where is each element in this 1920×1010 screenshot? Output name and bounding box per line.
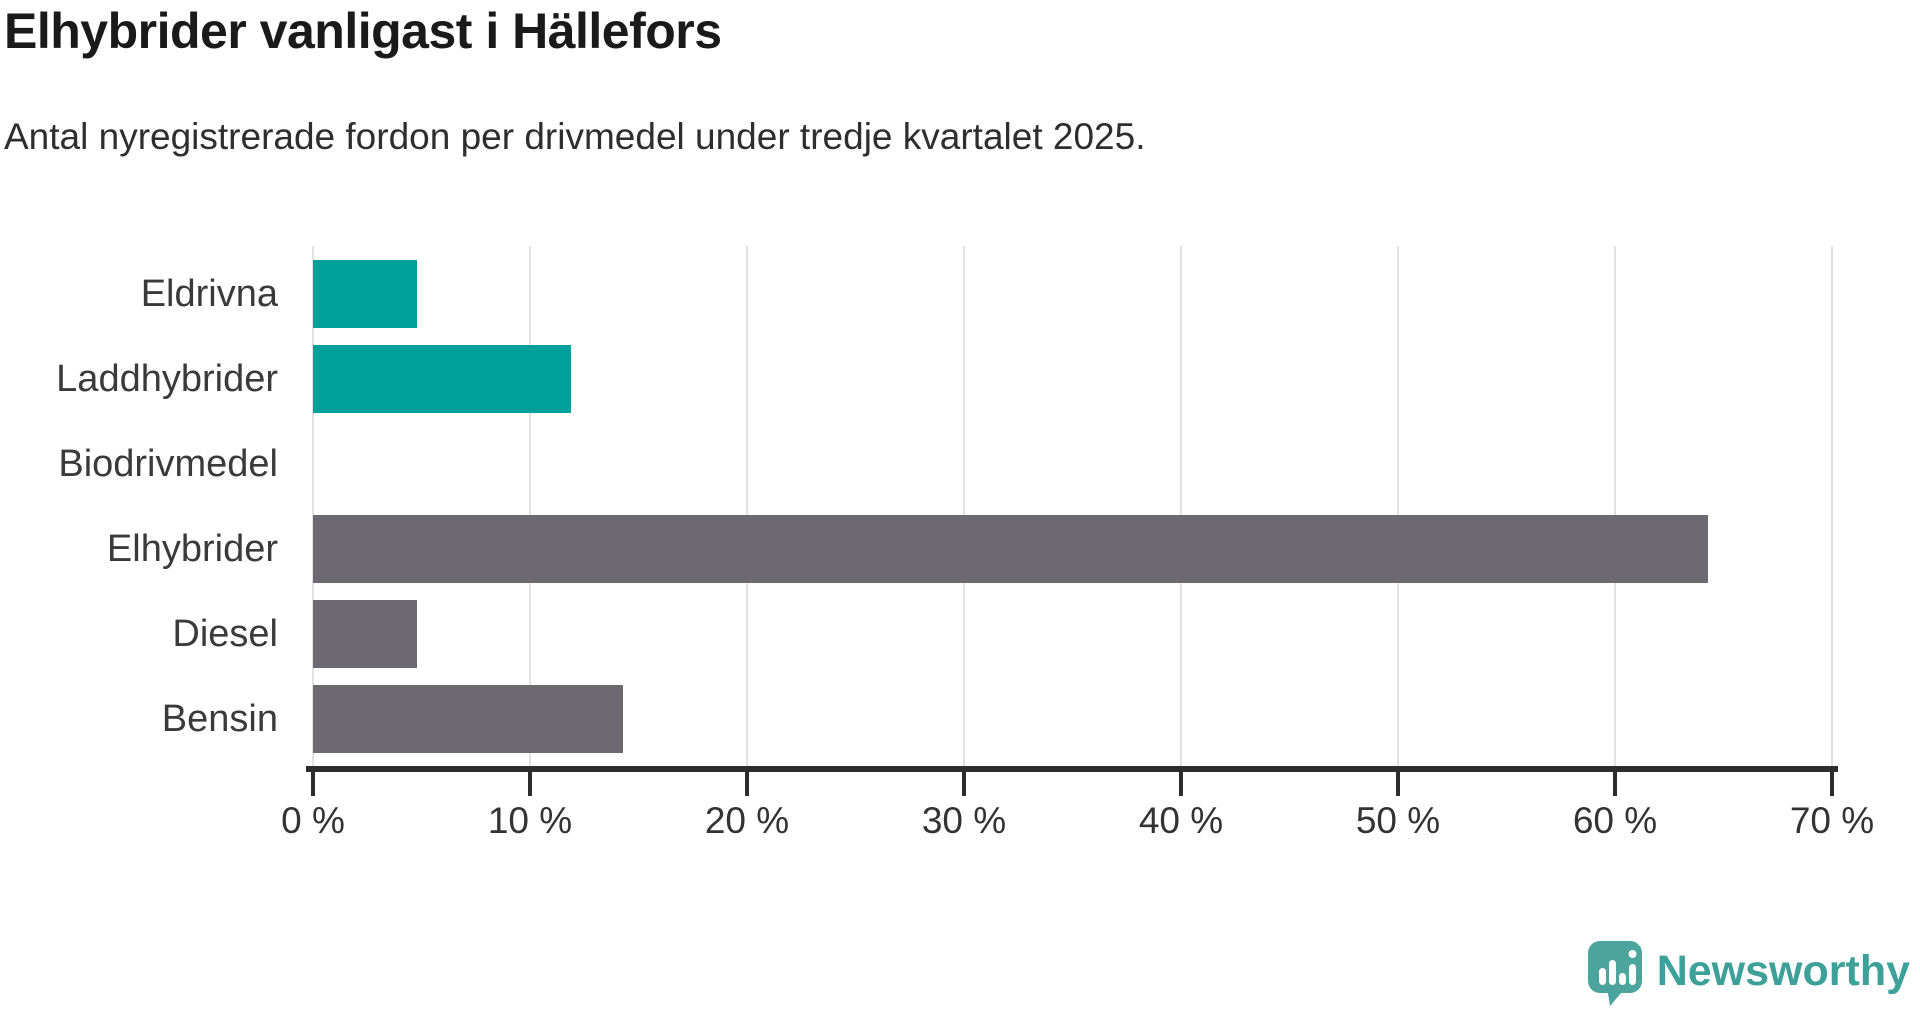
gridline	[1397, 246, 1399, 766]
gridline	[1180, 246, 1182, 766]
tick-label: 40 %	[1138, 800, 1224, 841]
category-label: Eldrivna	[140, 272, 278, 315]
bar-diesel	[313, 600, 418, 668]
newsworthy-logo-text: Newsworthy	[1656, 947, 1910, 995]
x-axis-line	[306, 766, 1838, 772]
tick-label: 60 %	[1572, 800, 1658, 841]
gridline	[963, 246, 965, 766]
axis-tick	[1179, 772, 1183, 796]
tick-label: 70 %	[1789, 800, 1875, 841]
axis-tick	[528, 772, 532, 796]
bar-laddhybrider	[313, 345, 572, 413]
axis-tick	[1613, 772, 1617, 796]
tick-label: 10 %	[487, 800, 573, 841]
newsworthy-logo-icon	[1587, 941, 1642, 1006]
gridline	[1831, 246, 1833, 766]
chart-subtitle: Antal nyregistrerade fordon per drivmede…	[4, 116, 1146, 157]
category-label: Elhybrider	[106, 527, 278, 570]
bar-eldrivna	[313, 260, 418, 328]
tick-label: 0 %	[281, 800, 345, 841]
axis-tick	[962, 772, 966, 796]
axis-tick	[1396, 772, 1400, 796]
category-label: Diesel	[172, 612, 278, 655]
gridline	[312, 246, 314, 766]
category-label: Laddhybrider	[56, 357, 278, 400]
tick-label: 20 %	[704, 800, 790, 841]
plot-area	[312, 246, 1833, 766]
axis-tick	[1830, 772, 1834, 796]
page-title: Elhybrider vanligast i Hällefors	[4, 3, 722, 59]
category-label: Bensin	[161, 697, 278, 740]
axis-tick	[745, 772, 749, 796]
tick-label: 30 %	[921, 800, 1007, 841]
axis-tick	[311, 772, 315, 796]
bar-bensin	[313, 685, 624, 753]
gridline	[529, 246, 531, 766]
bar-elhybrider	[313, 515, 1709, 583]
gridline	[746, 246, 748, 766]
tick-label: 50 %	[1355, 800, 1441, 841]
category-label: Biodrivmedel	[58, 442, 278, 485]
newsworthy-logo: Newsworthy	[1587, 940, 1910, 1006]
gridline	[1614, 246, 1616, 766]
